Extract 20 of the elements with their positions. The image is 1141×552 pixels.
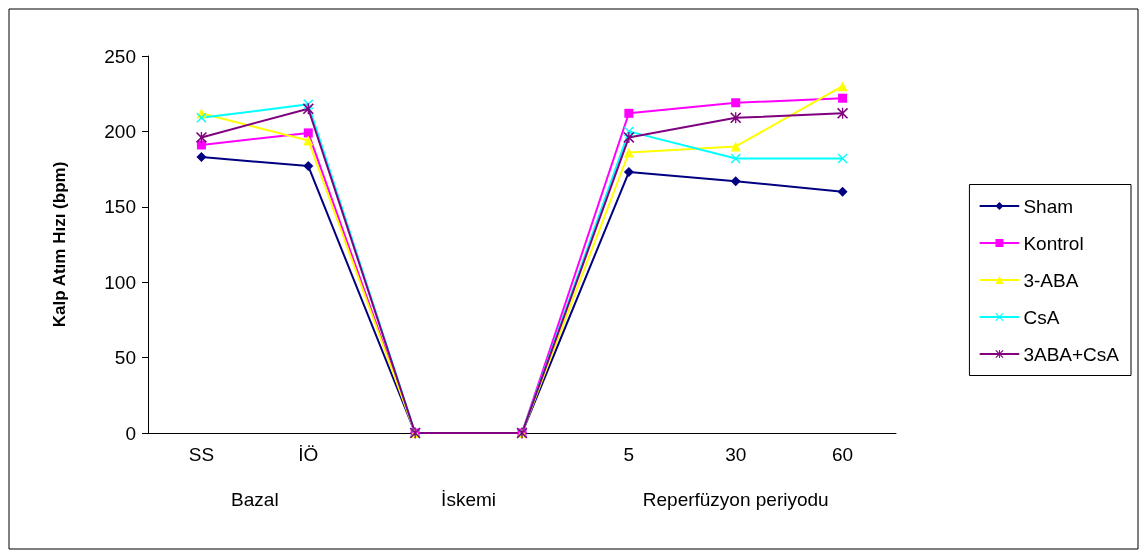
x-tick-label: İÖ [298,444,319,465]
text: Reperfüzyon periyodu [642,488,829,510]
text: Bazal [231,488,279,510]
legend-label: 3-ABA [1023,269,1079,291]
x-tick-label: 60 [832,444,854,465]
legend-label: Sham [1023,195,1074,217]
y-tick-label: 250 [104,45,136,67]
y-axis-title: Kalp Atım Hızı (bpm) [50,161,69,328]
x-tick-label: 30 [725,444,747,465]
x-tick-label: 5 [623,444,635,465]
legend-label: CsA [1023,306,1060,328]
y-tick-label: 200 [104,120,136,142]
y-tick-label: 0 [125,422,136,444]
x-tick-label: SS [188,444,215,465]
legend-label: Kontrol [1023,232,1084,254]
text: İskemi [441,488,497,510]
legend-label: 3ABA+CsA [1023,343,1120,365]
y-tick-label: 50 [114,347,136,369]
y-tick-label: 150 [104,196,136,218]
y-tick-label: 100 [104,271,136,293]
